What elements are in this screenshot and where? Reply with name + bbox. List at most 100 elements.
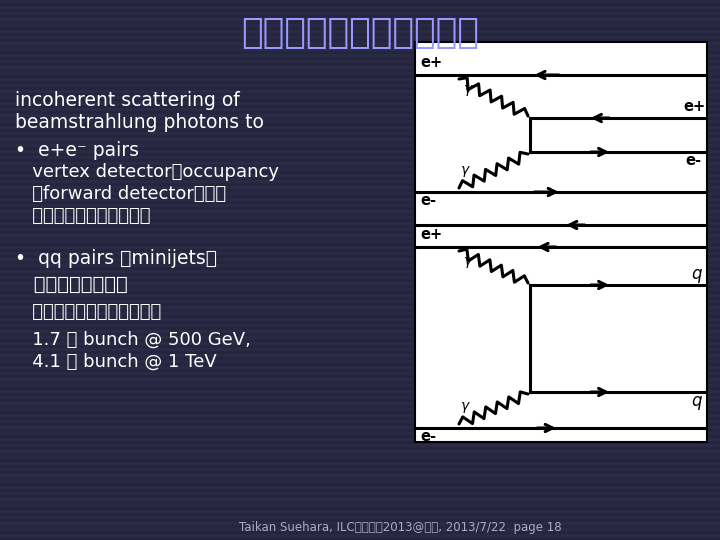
Bar	[0, 381, 720, 384]
Bar	[0, 195, 720, 198]
Text: e+: e+	[683, 99, 705, 114]
Bar	[0, 87, 720, 90]
Bar	[0, 333, 720, 336]
Bar	[0, 477, 720, 480]
Bar	[0, 237, 720, 240]
Text: vertex detectorのoccupancy: vertex detectorのoccupancy	[15, 163, 279, 181]
Bar	[0, 357, 720, 360]
Bar	[0, 249, 720, 252]
Bar	[0, 81, 720, 84]
Bar	[0, 513, 720, 516]
Bar	[0, 279, 720, 282]
Bar	[0, 321, 720, 324]
Text: •  qq pairs （minijets）: • qq pairs （minijets）	[15, 248, 217, 267]
Bar	[415, 42, 707, 442]
Bar	[0, 441, 720, 444]
Bar	[0, 15, 720, 18]
Bar	[0, 57, 720, 60]
Bar	[0, 447, 720, 450]
Bar	[0, 105, 720, 108]
Bar	[0, 27, 720, 30]
Bar	[0, 339, 720, 342]
Bar	[0, 285, 720, 288]
Bar	[0, 309, 720, 312]
Text: incoherent scattering of: incoherent scattering of	[15, 91, 240, 110]
Bar	[0, 537, 720, 540]
Bar	[0, 255, 720, 258]
Text: beamstrahlung photons to: beamstrahlung photons to	[15, 112, 264, 132]
Bar	[0, 129, 720, 132]
Bar	[0, 201, 720, 204]
Bar	[0, 501, 720, 504]
Bar	[0, 39, 720, 42]
Bar	[0, 363, 720, 366]
Text: q: q	[691, 392, 701, 410]
Bar	[0, 111, 720, 114]
Text: γ: γ	[461, 399, 469, 413]
Bar	[0, 243, 720, 246]
Bar	[0, 453, 720, 456]
Bar	[0, 51, 720, 54]
Bar	[0, 459, 720, 462]
Bar	[0, 315, 720, 318]
Bar	[0, 117, 720, 120]
Bar	[0, 165, 720, 168]
Bar	[0, 231, 720, 234]
Bar	[0, 177, 720, 180]
Bar	[0, 63, 720, 66]
Bar	[0, 291, 720, 294]
Bar	[0, 411, 720, 414]
Bar	[0, 423, 720, 426]
Bar	[0, 213, 720, 216]
Text: e+: e+	[420, 55, 442, 70]
Bar	[0, 297, 720, 300]
Bar	[0, 75, 720, 78]
Bar	[0, 417, 720, 420]
Text: e-: e-	[420, 193, 436, 208]
Text: γ: γ	[464, 82, 472, 96]
Text: ビームバックグラウンド: ビームバックグラウンド	[241, 16, 479, 50]
Text: q: q	[691, 265, 701, 283]
Bar	[0, 351, 720, 354]
Text: e-: e-	[420, 429, 436, 444]
Bar	[0, 9, 720, 12]
Bar	[0, 369, 720, 372]
Bar	[0, 153, 720, 156]
Bar	[0, 21, 720, 24]
Bar	[0, 531, 720, 534]
Bar	[0, 183, 720, 186]
Text: e+: e+	[420, 227, 442, 242]
Bar	[0, 471, 720, 474]
Bar	[0, 261, 720, 264]
Text: •  e+e⁻ pairs: • e+e⁻ pairs	[15, 140, 139, 159]
Text: e-: e-	[685, 153, 701, 168]
Bar	[0, 387, 720, 390]
Bar	[0, 93, 720, 96]
Bar	[0, 225, 720, 228]
Text: 4.1 ／ bunch @ 1 TeV: 4.1 ／ bunch @ 1 TeV	[15, 353, 217, 371]
Bar	[0, 69, 720, 72]
Text: Taikan Suehara, ILC夏の合宿2013@富山, 2013/7/22  page 18: Taikan Suehara, ILC夏の合宿2013@富山, 2013/7/2…	[239, 521, 562, 534]
Bar	[0, 171, 720, 174]
Bar	[0, 525, 720, 528]
Bar	[0, 207, 720, 210]
Bar	[0, 465, 720, 468]
Bar	[0, 267, 720, 270]
Text: とforward detectorに効く: とforward detectorに効く	[15, 185, 226, 203]
Text: 1.7 ／ bunch @ 500 GeV,: 1.7 ／ bunch @ 500 GeV,	[15, 331, 251, 349]
Bar	[0, 147, 720, 150]
Bar	[0, 159, 720, 162]
Bar	[0, 189, 720, 192]
Bar	[0, 435, 720, 438]
Bar	[0, 429, 720, 432]
Text: 物理インパクト大: 物理インパクト大	[15, 274, 127, 294]
Bar	[0, 123, 720, 126]
Bar	[0, 99, 720, 102]
Bar	[0, 507, 720, 510]
Text: γ: γ	[464, 254, 472, 268]
Text: 物理イベントに重ねる処理: 物理イベントに重ねる処理	[15, 303, 161, 321]
Bar	[0, 219, 720, 222]
Bar	[0, 393, 720, 396]
Bar	[0, 303, 720, 306]
Bar	[0, 375, 720, 378]
